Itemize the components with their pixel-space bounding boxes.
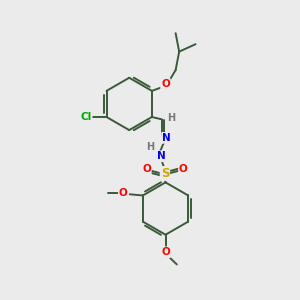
Text: O: O — [161, 247, 170, 257]
Text: O: O — [179, 164, 188, 174]
Text: O: O — [119, 188, 128, 198]
Text: S: S — [161, 167, 169, 180]
Text: Cl: Cl — [80, 112, 92, 122]
Text: O: O — [161, 79, 170, 89]
Text: N: N — [162, 133, 171, 143]
Text: H: H — [146, 142, 154, 152]
Text: O: O — [142, 164, 151, 174]
Text: H: H — [167, 113, 175, 123]
Text: N: N — [157, 151, 166, 161]
